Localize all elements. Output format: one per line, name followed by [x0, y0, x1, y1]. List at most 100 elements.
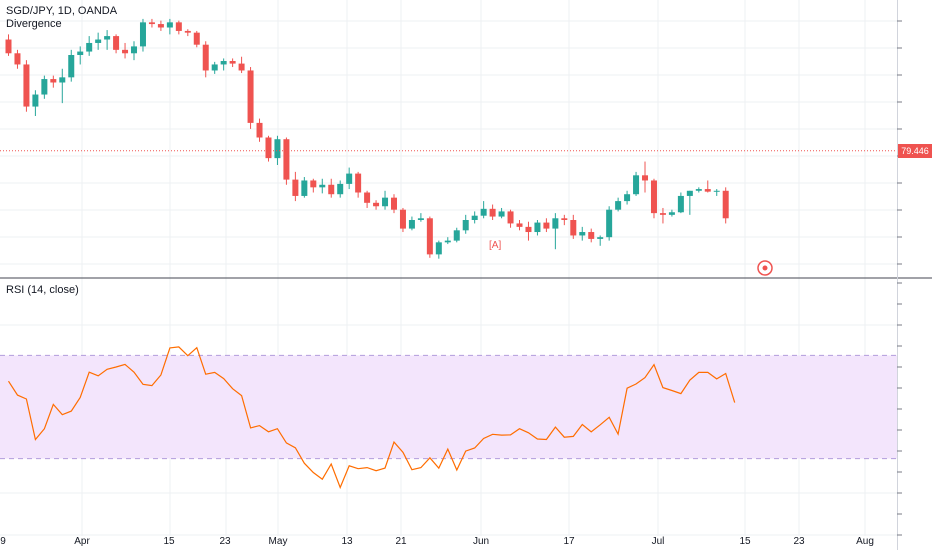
candle-body: [588, 232, 595, 239]
candle-body: [552, 218, 559, 229]
candle-body: [444, 240, 451, 243]
candle-body: [184, 30, 191, 33]
candle-body: [86, 42, 93, 52]
candle-body: [310, 180, 317, 188]
candle-body: [677, 195, 684, 213]
candle-body: [247, 70, 254, 123]
candle-body: [426, 218, 433, 255]
candle-body: [382, 197, 389, 207]
candle-body: [471, 215, 478, 220]
x-tick: 9: [0, 536, 6, 547]
candle-body: [722, 190, 729, 219]
x-tick: 15: [739, 536, 751, 547]
candle-body: [50, 79, 57, 83]
candle-body: [390, 197, 397, 210]
candle-body: [193, 32, 200, 45]
candle-body: [265, 137, 272, 159]
candle-body: [543, 222, 550, 229]
candle-body: [139, 22, 146, 47]
candle-body: [642, 175, 649, 181]
candle-body: [373, 202, 380, 207]
candle-body: [32, 94, 39, 107]
candle-body: [283, 139, 290, 180]
candle-body: [229, 61, 236, 64]
candle-body: [659, 213, 666, 215]
divergence-annotation: [A]: [489, 240, 502, 251]
candle-body: [14, 53, 21, 65]
alert-icon[interactable]: [757, 260, 773, 276]
candle-body: [238, 63, 245, 71]
candle-body: [507, 211, 514, 224]
rsi-title[interactable]: RSI (14, close): [6, 284, 79, 296]
price-axis-ticks: [897, 20, 902, 536]
candle-body: [301, 180, 308, 196]
candle-body: [516, 223, 523, 227]
candle-body: [650, 180, 657, 214]
x-tick: 23: [793, 536, 805, 547]
candle-body: [346, 173, 353, 184]
candle-body: [408, 220, 415, 229]
x-tick: Jun: [472, 536, 490, 547]
candle-body: [561, 218, 568, 220]
candle-body: [435, 242, 442, 255]
last-price-label: 79.446: [898, 143, 932, 158]
symbol-title[interactable]: SGD/JPY, 1D, OANDA: [6, 5, 118, 17]
indicator-name[interactable]: Divergence: [6, 18, 62, 30]
candle-body: [480, 208, 487, 216]
candle-body: [453, 230, 460, 241]
candle-body: [23, 64, 30, 107]
candle-body: [364, 192, 371, 203]
x-tick: 15: [163, 536, 175, 547]
candle-body: [624, 194, 631, 202]
candle-body: [534, 222, 541, 233]
candle-body: [113, 36, 120, 50]
candle-body: [211, 64, 218, 71]
candle-body: [274, 139, 281, 159]
candle-body: [606, 209, 613, 238]
candle-body: [668, 212, 675, 215]
candle-body: [59, 77, 66, 83]
candle-body: [166, 22, 173, 28]
candle-body: [95, 39, 102, 43]
candle-body: [148, 22, 155, 25]
candle-body: [319, 184, 326, 188]
candle-body: [713, 190, 720, 192]
x-tick: Jul: [651, 536, 665, 547]
candle-body: [131, 46, 138, 54]
candle-body: [489, 208, 496, 217]
candle-body: [202, 44, 209, 71]
candle-body: [686, 190, 693, 196]
x-tick: 17: [563, 536, 575, 547]
candle-body: [704, 189, 711, 192]
candle-body: [41, 79, 48, 95]
candle-body: [68, 55, 75, 78]
candle-body: [525, 226, 532, 233]
candle-body: [579, 232, 586, 236]
x-tick: 13: [341, 536, 353, 547]
candlestick-series[interactable]: [5, 18, 729, 259]
candle-body: [122, 49, 129, 54]
candle-body: [498, 211, 505, 217]
candle-body: [5, 39, 12, 54]
candle-body: [256, 122, 263, 138]
x-tick: Aug: [856, 536, 874, 547]
rsi-line: [7, 346, 736, 490]
candle-body: [292, 179, 299, 196]
candle-body: [417, 218, 424, 220]
candle-body: [175, 22, 182, 31]
x-tick: 21: [395, 536, 407, 547]
candle-body: [355, 173, 362, 193]
candle-body: [337, 183, 344, 195]
candle-body: [570, 220, 577, 236]
candle-body: [157, 24, 164, 28]
candle-body: [399, 209, 406, 229]
candle-body: [104, 36, 111, 40]
x-tick: Apr: [74, 536, 90, 547]
candle-body: [328, 184, 335, 195]
x-tick: 23: [219, 536, 231, 547]
candle-body: [220, 61, 227, 65]
candle-body: [462, 220, 469, 231]
x-tick: May: [268, 536, 288, 547]
candle-body: [615, 201, 622, 210]
